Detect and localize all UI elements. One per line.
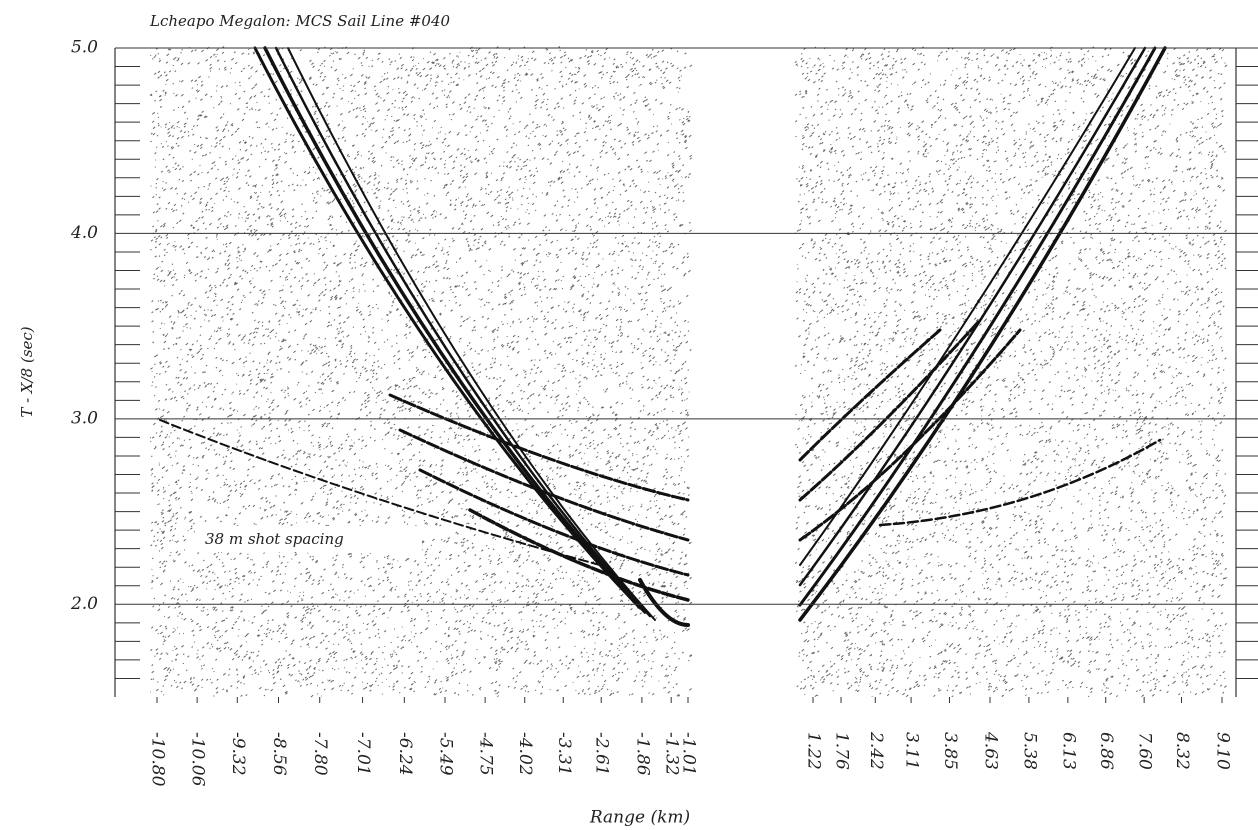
- y-tick-label: 4.0: [70, 223, 98, 243]
- x-tick-label: 7.60: [1135, 732, 1155, 770]
- x-tick-label: -2.61: [592, 732, 612, 776]
- x-tick-label: 6.86: [1096, 732, 1116, 770]
- x-tick-label: 4.63: [980, 731, 1000, 770]
- trace-texture: [149, 46, 1228, 698]
- y-tick-label: 2.0: [70, 594, 98, 614]
- x-tick-label: -1.32: [662, 732, 682, 776]
- x-tick-label: -3.31: [554, 732, 574, 776]
- x-tick-label: -10.80: [148, 732, 168, 787]
- x-tick-label: -5.49: [436, 732, 456, 776]
- annotation: 38 m shot spacing: [205, 530, 344, 548]
- x-tick-label: -6.24: [395, 732, 415, 776]
- x-tick-label: 5.38: [1019, 732, 1039, 770]
- x-tick-label: -4.02: [515, 732, 535, 776]
- arrivals: [159, 46, 1167, 627]
- x-tick-label: -7.01: [353, 732, 373, 776]
- x-tick-label: -8.56: [269, 732, 289, 776]
- x-tick-label: 6.13: [1058, 732, 1078, 770]
- x-tick-label: 2.42: [866, 731, 886, 770]
- x-axis-label: Range (km): [589, 808, 690, 828]
- x-tick-label: 1.22: [804, 732, 824, 770]
- x-tick-label: 3.11: [902, 732, 922, 770]
- trace-noise: [794, 46, 1228, 698]
- x-tick-label: -1.86: [632, 732, 652, 776]
- chart-title: Lcheapo Megalon: MCS Sail Line #040: [149, 12, 451, 30]
- x-tick-label: 8.32: [1172, 732, 1192, 770]
- x-tick-label: 3.85: [940, 732, 960, 770]
- x-tick-label: -4.75: [476, 732, 496, 776]
- y-tick-label: 3.0: [71, 408, 98, 428]
- x-tick-label: 9.10: [1213, 732, 1233, 770]
- trace-noise: [149, 46, 693, 698]
- y-axis-label: T - X/8 (sec): [18, 326, 36, 417]
- y-tick-label: 5.0: [71, 38, 98, 58]
- x-tick-label: -10.06: [188, 732, 208, 787]
- x-tick-label: 1.76: [832, 732, 852, 770]
- x-tick-label: -1.01: [679, 732, 699, 776]
- x-tick-label: -9.32: [228, 732, 248, 776]
- annotation-bg: [198, 526, 422, 552]
- x-tick-label: -7.80: [310, 732, 330, 776]
